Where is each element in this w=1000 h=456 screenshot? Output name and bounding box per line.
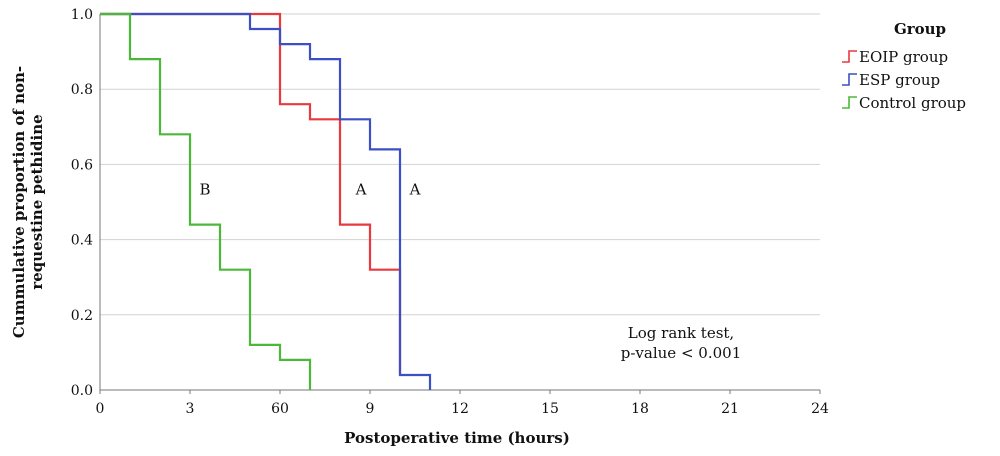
group-annotation: A [409,180,421,198]
y-tick-label: 1.0 [71,7,93,23]
legend-item: ESP group [842,71,940,89]
x-tick-label: 3 [186,401,195,417]
legend-swatch [842,50,857,63]
x-tick-label: 21 [721,401,739,417]
series-line [100,12,312,390]
x-tick-label: 18 [631,401,649,417]
x-tick-label: 12 [451,401,469,417]
axes [99,14,821,394]
legend-title: Group [894,20,946,38]
x-tick-label: 0 [96,401,105,417]
legend-item: Control group [842,94,966,112]
series-line [100,12,432,390]
group-annotation: A [355,180,367,198]
y-tick-label: 0.2 [71,308,93,324]
y-tick-label: 0.6 [71,157,93,173]
legend-label: Control group [859,94,966,112]
y-axis-title: Cummulative proportion of non-requestine… [10,66,46,338]
x-tick-labels: 0 3 60 9 12 15 18 21 24 [96,401,829,417]
group-annotation: B [199,180,210,198]
x-tick-label: 24 [811,401,829,417]
legend: EOIP group ESP group Control group [842,48,966,112]
legend-swatch [842,96,857,109]
y-tick-labels: 0.0 0.2 0.4 0.6 0.8 1.0 [71,7,93,399]
legend-item: EOIP group [842,48,948,66]
series-lines [100,12,432,390]
legend-label: ESP group [859,71,940,89]
x-tick-label: 15 [541,401,559,417]
note-line: Log rank test, [628,324,734,342]
x-tick-label: 60 [271,401,289,417]
log-rank-note: Log rank test, p-value < 0.001 [621,324,741,362]
x-tick-label: 9 [366,401,375,417]
legend-label: EOIP group [859,48,948,66]
y-tick-label: 0.4 [71,233,93,249]
y-tick-label: 0.0 [71,383,93,399]
note-line: p-value < 0.001 [621,344,741,362]
y-tick-label: 0.8 [71,82,93,98]
grid-lines [100,13,820,316]
legend-swatch [842,73,857,86]
x-axis-title: Postoperative time (hours) [344,429,570,447]
